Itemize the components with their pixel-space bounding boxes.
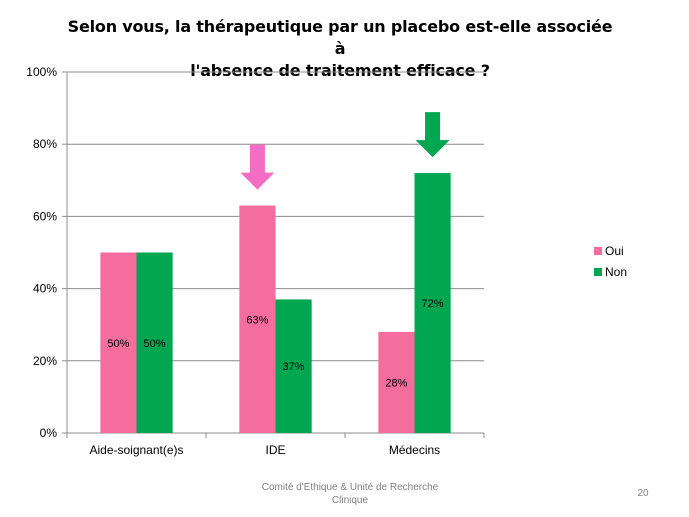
y-tick-label: 80% — [33, 137, 57, 151]
legend-label-non: Non — [605, 265, 627, 279]
data-label: 37% — [283, 361, 305, 373]
chart-title-line-1: Selon vous, la thérapeutique par un plac… — [67, 17, 613, 58]
page-number: 20 — [637, 488, 649, 499]
bar-oui-3 — [378, 331, 415, 433]
bar-non-1 — [136, 252, 173, 433]
bar-oui-2 — [239, 205, 276, 433]
data-label: 50% — [107, 338, 129, 350]
y-tick-label: 60% — [33, 209, 57, 223]
bar-oui-1 — [100, 252, 137, 433]
y-tick-label: 100% — [26, 65, 57, 79]
footer-line-2: Clinique — [331, 495, 369, 506]
down-arrow-icon — [415, 112, 450, 158]
data-label: 72% — [422, 298, 444, 310]
bar-non-3 — [414, 173, 451, 433]
chart-title-line-2: l'absence de traitement efficace ? — [190, 61, 490, 80]
category-label: Aide-soignant(e)s — [89, 443, 183, 457]
legend-label-oui: Oui — [605, 244, 624, 258]
y-tick-label: 40% — [33, 282, 57, 296]
legend-swatch-oui — [594, 247, 602, 255]
footer-text: Comité d'Ethique & Unité de Recherche Cl… — [235, 481, 465, 507]
y-tick-label: 20% — [33, 354, 57, 368]
bar-non-2 — [275, 299, 312, 433]
y-tick-label: 0% — [40, 426, 58, 440]
chart-title: Selon vous, la thérapeutique par un plac… — [60, 16, 620, 82]
category-label: IDE — [265, 443, 285, 457]
data-label: 28% — [385, 377, 407, 389]
legend-swatch-non — [594, 268, 602, 276]
data-label: 63% — [246, 314, 268, 326]
category-label: Médecins — [389, 443, 440, 457]
footer-line-1: Comité d'Ethique & Unité de Recherche — [261, 482, 439, 493]
down-arrow-icon — [240, 144, 275, 190]
data-label: 50% — [144, 338, 166, 350]
